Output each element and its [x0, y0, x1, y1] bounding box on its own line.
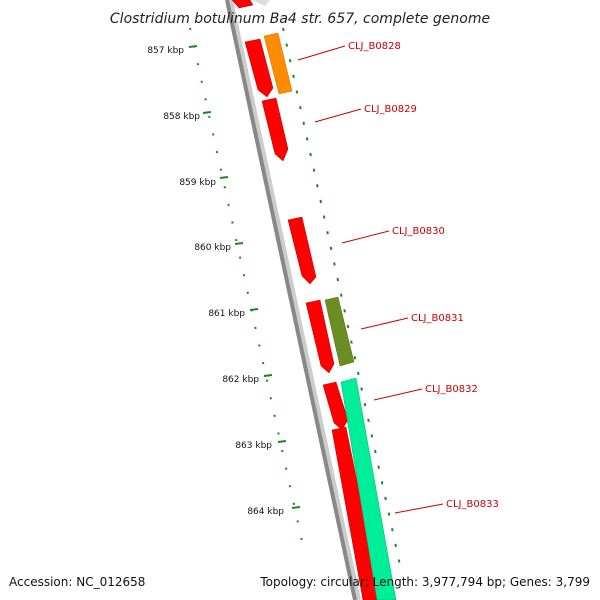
outer-dotted-guide [282, 27, 401, 566]
gene-feature[interactable] [322, 381, 349, 431]
kbp-label: 858 kbp [163, 112, 200, 122]
gene-feature[interactable] [252, 0, 270, 6]
genome-backbone-shadow [227, 0, 361, 600]
gene-feature[interactable] [287, 216, 317, 285]
gene-feature[interactable] [244, 38, 274, 98]
gene-features [231, 0, 397, 600]
gene-feature[interactable] [263, 32, 293, 95]
gene-label[interactable]: CLJ_B0832 [425, 384, 478, 395]
gene-label[interactable]: CLJ_B0828 [348, 41, 401, 52]
kbp-label: 863 kbp [235, 441, 272, 451]
accession-text: Accession: NC_012658 [9, 575, 145, 589]
gene-feature[interactable] [261, 97, 289, 162]
kbp-label: 859 kbp [179, 178, 216, 188]
kbp-label: 862 kbp [222, 375, 259, 385]
gene-label[interactable]: CLJ_B0833 [446, 499, 499, 510]
topology-text: Topology: circular; Length: 3,977,794 bp… [259, 575, 590, 589]
gene-label[interactable]: CLJ_B0831 [411, 313, 464, 324]
gene-feature[interactable] [340, 377, 397, 600]
kbp-label: 860 kbp [194, 243, 231, 253]
gene-label[interactable]: CLJ_B0830 [392, 226, 445, 237]
genome-backbone [225, 0, 357, 600]
gene-feature[interactable] [231, 0, 254, 9]
kbp-labels: 857 kbp 858 kbp 859 kbp 860 kbp 861 kbp … [147, 46, 284, 517]
gene-labels: CLJ_B0828 CLJ_B0829 CLJ_B0830 CLJ_B0831 … [348, 41, 499, 510]
gene-label[interactable]: CLJ_B0829 [364, 104, 417, 115]
kbp-label: 861 kbp [208, 309, 245, 319]
kbp-label: 864 kbp [247, 507, 284, 517]
gene-feature[interactable] [324, 296, 355, 367]
kbp-tick-marks [188, 45, 301, 509]
gene-feature[interactable] [305, 299, 335, 374]
kbp-label: 857 kbp [147, 46, 184, 56]
gene-feature[interactable] [331, 426, 382, 600]
label-leader-lines [297, 45, 444, 514]
genome-title: Clostridium botulinum Ba4 str. 657, comp… [110, 11, 490, 27]
